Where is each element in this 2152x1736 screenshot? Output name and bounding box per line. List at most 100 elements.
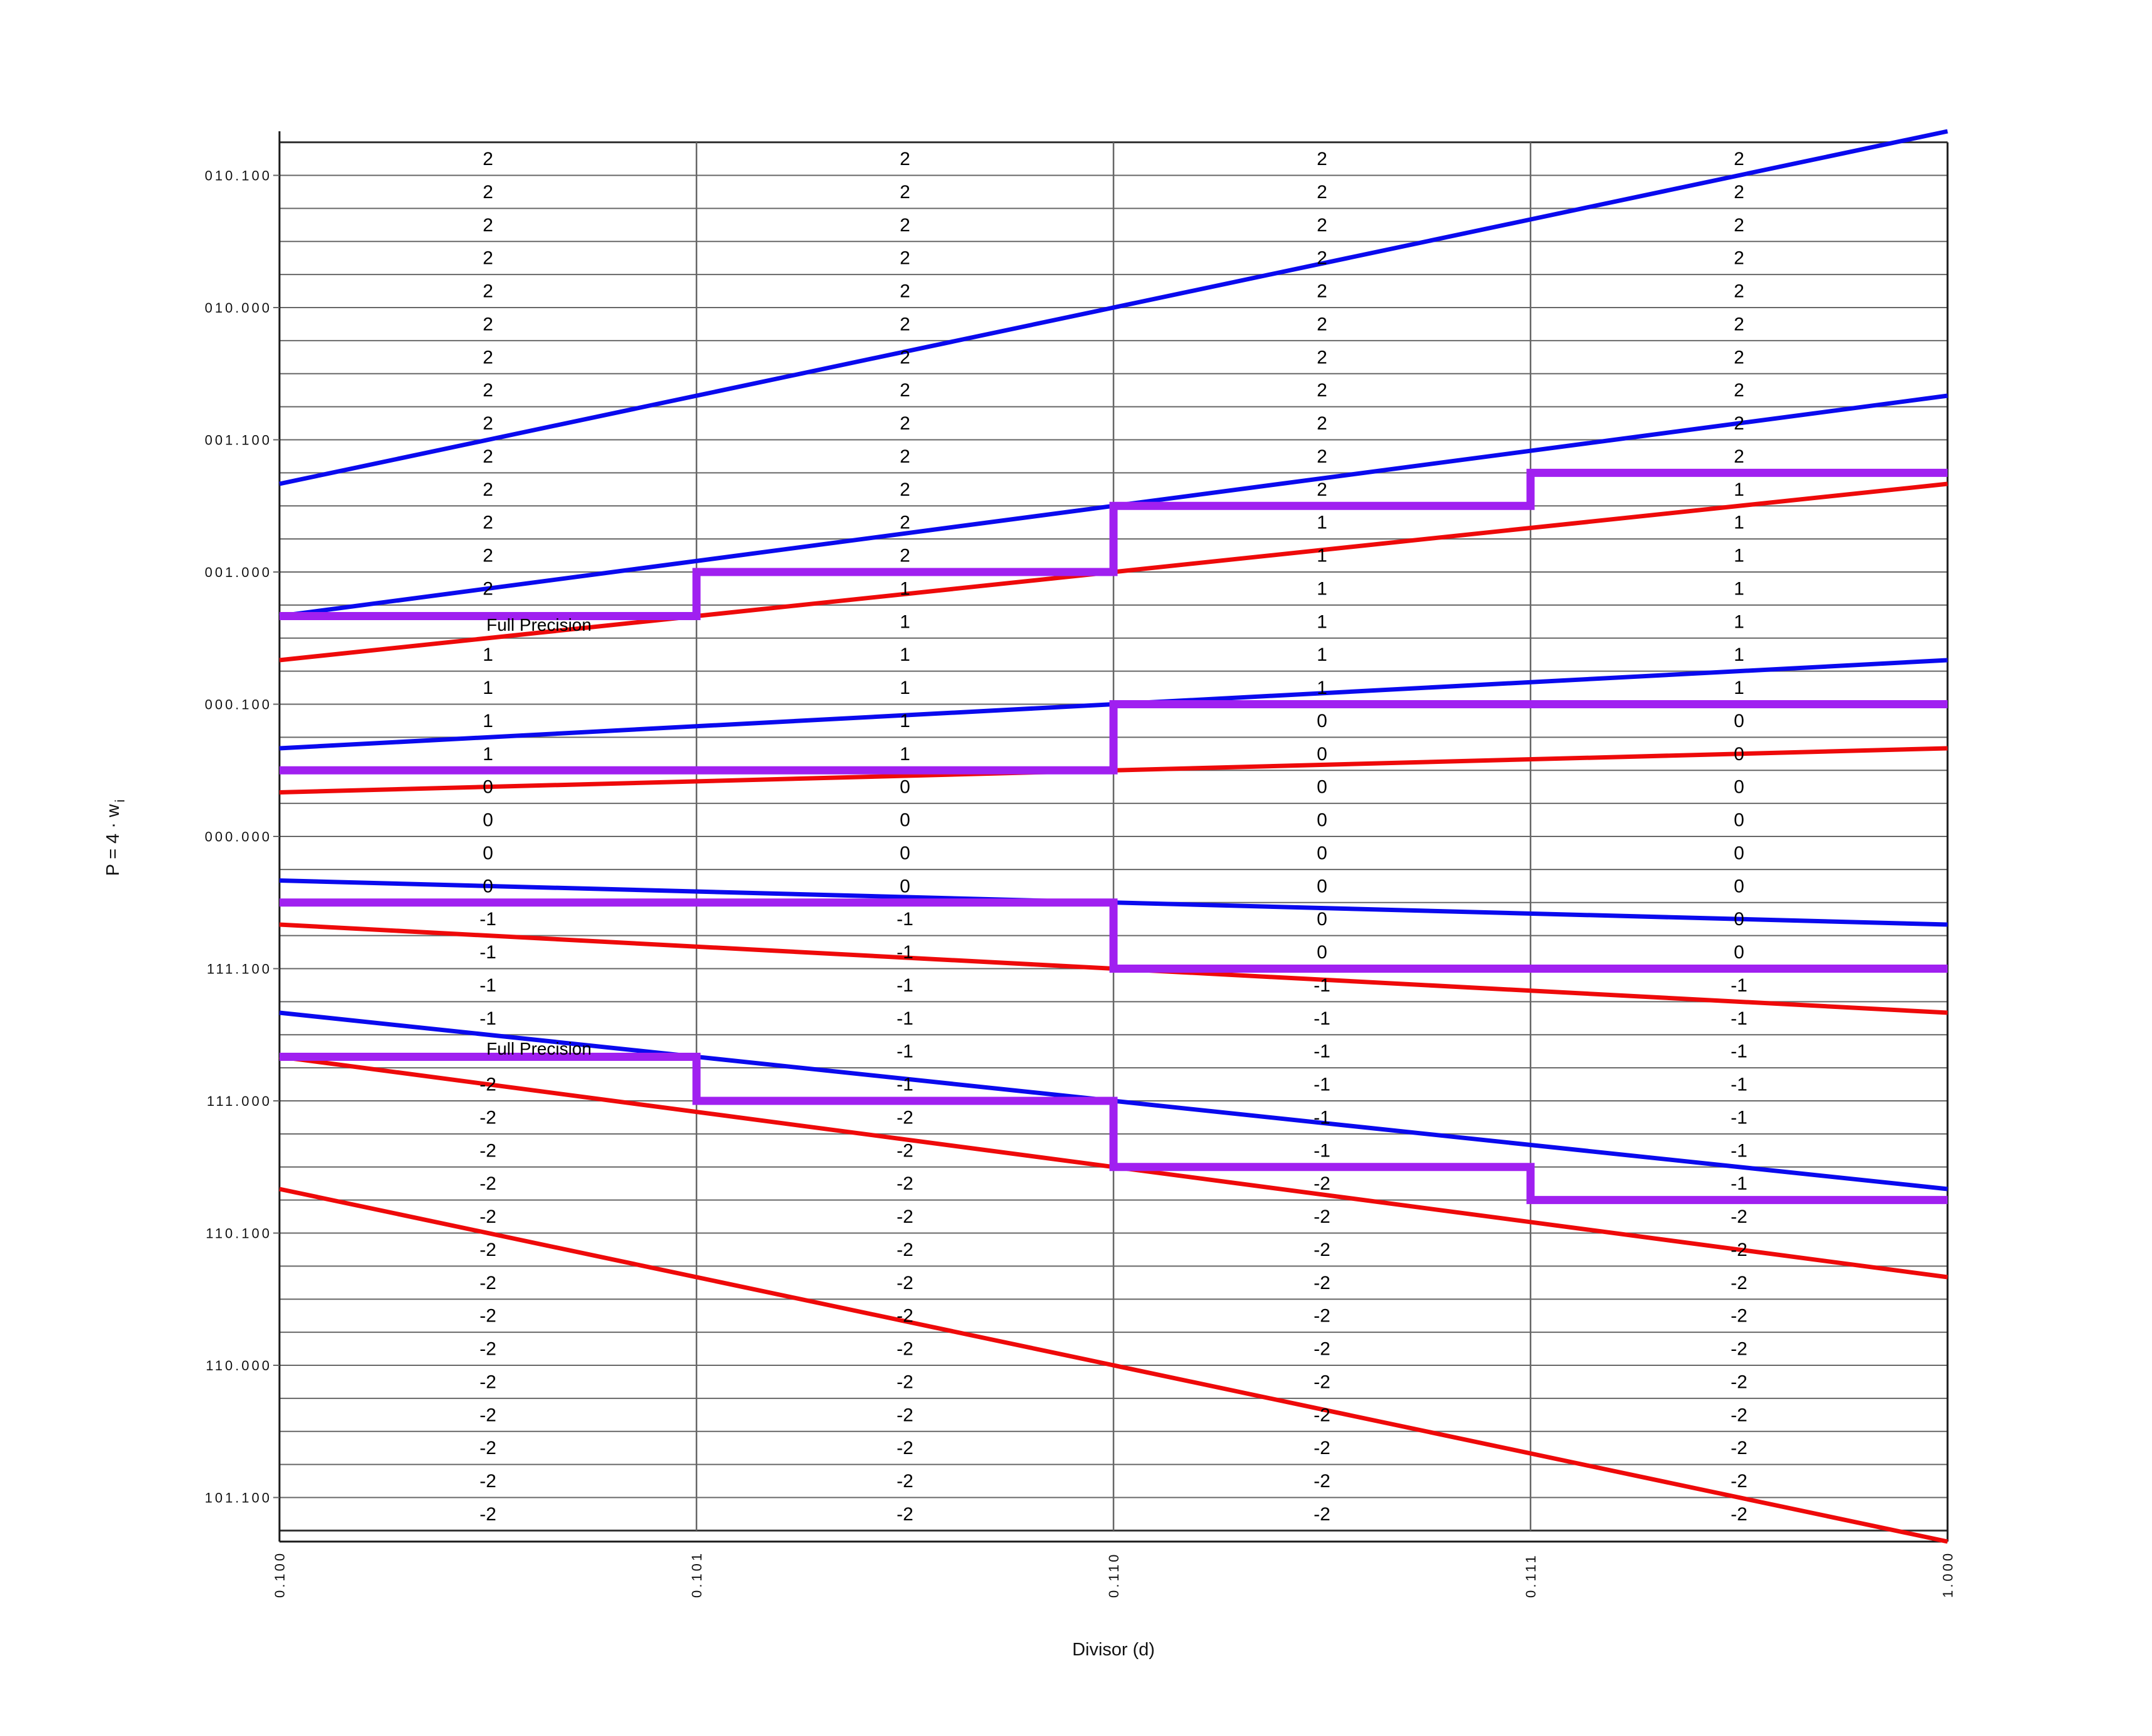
cell-digit: 0 <box>1734 711 1744 731</box>
cell-digit: -2 <box>1314 1207 1330 1227</box>
cell-digit: 0 <box>1317 942 1327 963</box>
cell-digit: 2 <box>1734 413 1744 434</box>
cell-digit: 2 <box>1734 248 1744 269</box>
cell-digit: 0 <box>483 777 493 798</box>
cell-digit: -2 <box>897 1140 913 1161</box>
cell-digit: -2 <box>480 1207 496 1227</box>
cell-digit: 2 <box>900 215 910 236</box>
cell-digit: 2 <box>900 314 910 334</box>
cell-digit: 1 <box>1734 611 1744 632</box>
cell-digit: -2 <box>1314 1438 1330 1458</box>
y-tick-label: 010.100 <box>204 168 272 184</box>
cell-digit: 1 <box>483 645 493 665</box>
cell-digit: 2 <box>1317 413 1327 434</box>
tick-layer: 010.100010.000001.100001.000000.100000.0… <box>204 168 1956 1598</box>
cell-digit: -2 <box>1731 1471 1747 1492</box>
cell-digit: -1 <box>1314 1075 1330 1095</box>
cell-digit: -2 <box>1731 1504 1747 1525</box>
cell-digit: 2 <box>1734 281 1744 302</box>
cell-digit: -2 <box>897 1339 913 1360</box>
cell-digit: 2 <box>483 578 493 599</box>
cell-digit: 1 <box>900 578 910 599</box>
cell-digit: 2 <box>1734 182 1744 203</box>
y-tick-label: 001.100 <box>204 433 272 448</box>
cell-digit: 1 <box>483 744 493 765</box>
cell-digit: -2 <box>480 1339 496 1360</box>
cell-digit: 2 <box>483 380 493 401</box>
cell-digit: -2 <box>897 1438 913 1458</box>
cell-digit: -2 <box>897 1240 913 1260</box>
cell-digit: 0 <box>900 810 910 831</box>
cell-digit: -1 <box>897 942 913 963</box>
cell-digit: 2 <box>1317 248 1327 269</box>
cell-digit: -1 <box>1731 1008 1747 1029</box>
cell-digit: 1 <box>1317 645 1327 665</box>
cell-digit: 2 <box>1734 215 1744 236</box>
cell-digit: -1 <box>1314 1140 1330 1161</box>
cell-digit: 2 <box>900 479 910 500</box>
cell-digit: 2 <box>900 413 910 434</box>
cell-digit: 0 <box>483 810 493 831</box>
cell-digit: -2 <box>897 1306 913 1327</box>
cell-digit: 2 <box>900 546 910 566</box>
cell-digit: -2 <box>1314 1405 1330 1425</box>
cell-digit: 1 <box>1734 513 1744 533</box>
cell-digit: 1 <box>900 678 910 698</box>
cell-digit: 2 <box>900 182 910 203</box>
cell-digit: 0 <box>483 876 493 896</box>
cell-digit: -1 <box>480 975 496 996</box>
y-tick-label: 111.000 <box>207 1093 272 1109</box>
full-precision-label-lower: Full Precision <box>486 1039 591 1058</box>
cell-digit: -1 <box>480 942 496 963</box>
cell-digit: 2 <box>483 479 493 500</box>
cell-digit: 2 <box>1317 380 1327 401</box>
cell-digit: 1 <box>1317 513 1327 533</box>
y-axis-title-base: P = 4 · w <box>103 803 123 876</box>
cell-digit: 1 <box>1734 578 1744 599</box>
cell-digit: 0 <box>1317 777 1327 798</box>
cell-digit: 2 <box>483 314 493 334</box>
y-tick-label: 010.000 <box>204 300 272 316</box>
x-tick-label: 0.110 <box>1106 1552 1122 1598</box>
cell-digit: 2 <box>1734 446 1744 467</box>
lower-bound-line-k-2 <box>279 1187 1948 1544</box>
cell-digit: -2 <box>1314 1273 1330 1293</box>
cell-digit: -2 <box>897 1372 913 1392</box>
cell-digit: -2 <box>1314 1372 1330 1392</box>
cell-digit: 2 <box>1317 446 1327 467</box>
y-tick-label: 000.000 <box>204 829 272 845</box>
cell-digit: 0 <box>1734 843 1744 863</box>
cell-digit: -1 <box>897 1075 913 1095</box>
cell-digit: 1 <box>1317 611 1327 632</box>
cell-digit: 2 <box>483 446 493 467</box>
cell-digit: 1 <box>900 711 910 731</box>
cell-digit: -1 <box>1731 1140 1747 1161</box>
cell-digit: -2 <box>1731 1405 1747 1425</box>
y-tick-label: 110.000 <box>206 1358 272 1373</box>
cell-digit: 0 <box>1734 777 1744 798</box>
cell-digit: -1 <box>1731 1041 1747 1062</box>
cell-digit: 0 <box>1317 711 1327 731</box>
cell-digit: 2 <box>483 347 493 368</box>
x-tick-label: 0.100 <box>272 1551 288 1598</box>
cell-digit: 0 <box>1734 744 1744 765</box>
cell-digit: 1 <box>1734 479 1744 500</box>
cell-digit: 2 <box>1317 281 1327 302</box>
y-tick-label: 000.100 <box>204 697 272 713</box>
cell-digit: -2 <box>1314 1339 1330 1360</box>
cell-digit: -2 <box>897 1504 913 1525</box>
staircase-layer <box>279 468 1948 1205</box>
y-tick-label: 101.100 <box>204 1490 272 1506</box>
cell-digit: -1 <box>1314 1041 1330 1062</box>
cell-digit: -2 <box>1314 1306 1330 1327</box>
cell-digit: -2 <box>480 1504 496 1525</box>
full-precision-staircase-1 <box>279 700 1948 775</box>
cell-digit: 0 <box>483 843 493 863</box>
cell-digit: 2 <box>1317 314 1327 334</box>
full-precision-staircase-2 <box>279 898 1948 973</box>
cell-digit: 2 <box>900 248 910 269</box>
x-tick-label: 1.000 <box>1940 1551 1956 1598</box>
cell-digit: -2 <box>1731 1273 1747 1293</box>
cell-digit: -1 <box>1731 1075 1747 1095</box>
cell-digit: -1 <box>897 909 913 930</box>
